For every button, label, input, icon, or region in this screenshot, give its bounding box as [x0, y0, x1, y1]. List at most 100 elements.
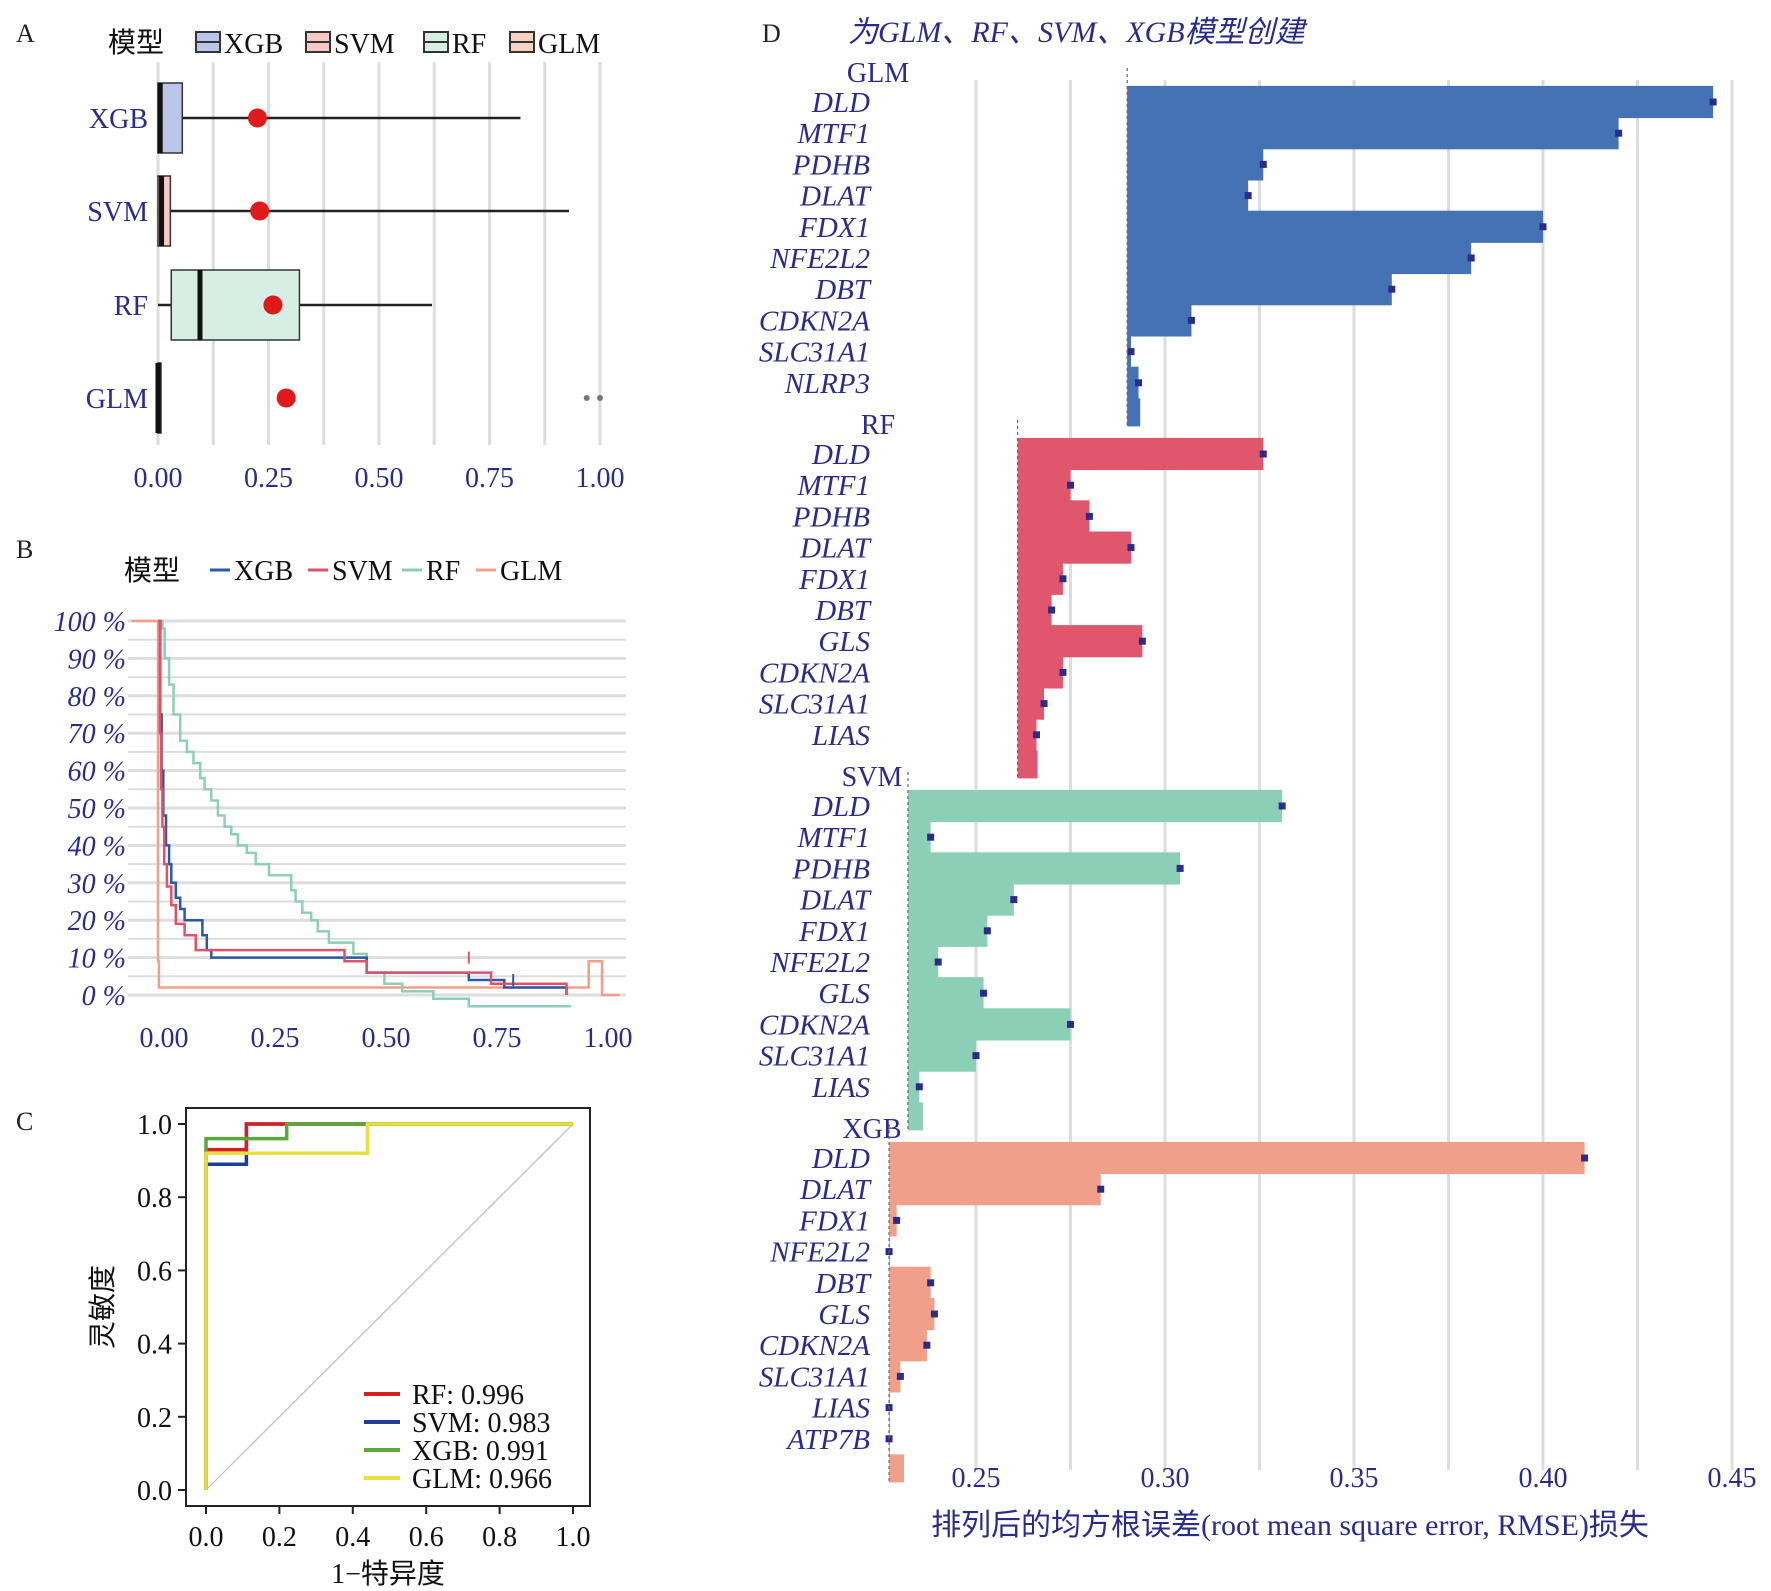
importance-bar: [1127, 117, 1619, 150]
x-tick-label: 0.8: [482, 1522, 517, 1553]
variable-label: FDX1: [798, 212, 870, 244]
legend-label-rf: RF: [426, 556, 460, 587]
panel-label-c: C: [16, 1107, 33, 1136]
y-tick-label: 70 %: [68, 719, 126, 750]
legend-label-svm: SVM: [332, 556, 393, 587]
variable-label: SLC31A1: [759, 1041, 870, 1073]
facet-label-xgb: XGB: [842, 1114, 901, 1145]
importance-point: [1040, 700, 1048, 708]
curve-svm: [158, 619, 568, 995]
variable-label: NLRP3: [784, 368, 870, 400]
importance-bar: [1127, 273, 1392, 306]
legend-label-xgb: XGB: [224, 29, 283, 60]
y-tick-label: 40 %: [68, 831, 126, 862]
facet-label-glm: GLM: [847, 58, 909, 89]
importance-bar: [1017, 500, 1090, 533]
y-tick-label: 0.0: [137, 1476, 172, 1507]
importance-bar: [1127, 85, 1714, 119]
legend-title: 模型: [108, 27, 164, 59]
importance-bar: [1127, 210, 1543, 243]
importance-bar: [1017, 562, 1063, 595]
importance-point: [972, 1052, 980, 1060]
importance-point: [1259, 450, 1267, 458]
importance-point: [923, 1341, 931, 1349]
y-tick-label: 100 %: [54, 607, 126, 638]
importance-bar: [907, 1039, 976, 1072]
importance-point: [1067, 481, 1074, 489]
variable-label: FDX1: [798, 564, 870, 596]
importance-point: [1138, 637, 1146, 645]
importance-point: [1467, 254, 1475, 262]
importance-bar: [907, 852, 1181, 885]
x-tick-label: 0.6: [409, 1522, 444, 1553]
importance-point: [1176, 864, 1184, 872]
y-tick-label: 0.6: [137, 1256, 172, 1287]
variable-label: DLD: [811, 791, 870, 823]
variable-label: LIAS: [811, 1072, 871, 1104]
importance-point: [893, 1216, 901, 1224]
importance-bar: [907, 789, 1283, 823]
roc-curve-glm: [204, 1122, 573, 1490]
variable-label: GLS: [818, 1299, 870, 1331]
y-tick-label: 80 %: [68, 682, 126, 713]
importance-point: [934, 958, 942, 966]
x-tick-label: 0.35: [1330, 1463, 1379, 1494]
y-tick-label: 60 %: [68, 757, 126, 788]
importance-bar: [1127, 304, 1192, 337]
legend-label-glm: GLM: [538, 29, 600, 60]
importance-bar: [1017, 718, 1037, 751]
variable-label: MTF1: [797, 118, 871, 150]
panel-c-roc-plot: 1.0 0.8 0.6 0.4 0.2 0.0 0.0 0.2 0.4 0.6 0.8 1.0 1−特异…: [87, 1107, 591, 1590]
legend-label-xgb: XGB: [234, 556, 293, 587]
legend-label-rf: RF: [452, 29, 486, 60]
importance-bar: [1127, 366, 1139, 399]
importance-point: [927, 1279, 935, 1287]
x-tick-label: 0.50: [362, 1023, 411, 1054]
variable-label: SLC31A1: [759, 337, 870, 369]
importance-point: [1085, 512, 1093, 520]
importance-bar: [1127, 241, 1472, 275]
y-tick-label: 0.4: [137, 1330, 172, 1361]
importance-point: [1709, 98, 1717, 106]
importance-bar: [889, 1360, 901, 1393]
importance-point: [980, 989, 988, 997]
x-tick-label: 0.50: [355, 463, 404, 494]
x-axis-title: 排列后的均方根误差(root mean square error, RMSE)损…: [931, 1509, 1649, 1542]
importance-bar: [907, 1070, 920, 1103]
legend-label-rf: RF: 0.996: [412, 1380, 524, 1411]
legend-label-glm: GLM: [500, 556, 562, 587]
variable-label: DBT: [814, 1268, 872, 1300]
variable-label: NFE2L2: [769, 947, 870, 979]
variable-label: MTF1: [797, 470, 871, 502]
importance-bar: [1017, 687, 1045, 720]
variable-label: PDHB: [792, 853, 871, 885]
mean-point-svm: [250, 201, 270, 221]
baseline-bar: [907, 1102, 923, 1131]
x-tick-label: 0.0: [189, 1522, 224, 1553]
importance-point: [1010, 896, 1018, 904]
variable-label: NFE2L2: [769, 243, 870, 275]
importance-bar: [1017, 625, 1143, 658]
y-tick-label: 0 %: [82, 981, 126, 1012]
variable-label: DLD: [811, 87, 870, 119]
panel-a-boxplot: 模型 XGB SVM RF GLM 0.00 0.25 0.50 0.75 1.00 XGB SVM R…: [86, 27, 625, 494]
category-label-xgb: XGB: [89, 104, 148, 135]
y-tick-label: 0.2: [137, 1403, 172, 1434]
variable-label: LIAS: [811, 1393, 871, 1425]
category-label-glm: GLM: [86, 384, 148, 415]
variable-label: LIAS: [811, 720, 871, 752]
variable-label: SLC31A1: [759, 1361, 870, 1393]
importance-bar: [889, 1297, 935, 1331]
variable-label: DLAT: [799, 533, 872, 565]
variable-label: DLD: [811, 1143, 870, 1175]
x-axis-title: 1−特异度: [331, 1558, 445, 1590]
importance-point: [896, 1372, 904, 1380]
y-tick-label: 20 %: [68, 906, 126, 937]
importance-point: [1615, 129, 1623, 137]
importance-bar: [1127, 148, 1264, 181]
mean-point-glm: [276, 388, 296, 408]
legend-label-glm: GLM: 0.966: [412, 1464, 552, 1495]
x-tick-label: 0.45: [1708, 1463, 1757, 1494]
category-label-svm: SVM: [87, 197, 148, 228]
x-tick-label: 0.00: [140, 1023, 189, 1054]
